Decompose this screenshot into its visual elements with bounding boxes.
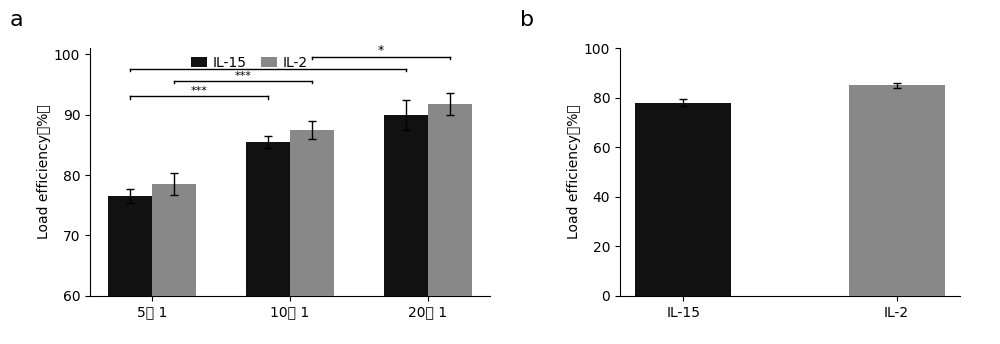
Text: a: a xyxy=(10,10,24,30)
Bar xyxy=(290,130,334,344)
Legend: IL-15, IL-2: IL-15, IL-2 xyxy=(185,50,314,75)
Bar xyxy=(849,85,945,296)
Bar xyxy=(152,184,196,344)
Bar xyxy=(384,115,428,344)
Text: *: * xyxy=(378,44,384,57)
Y-axis label: Load efficiency（%）: Load efficiency（%） xyxy=(567,105,581,239)
Bar xyxy=(108,196,152,344)
Text: ***: *** xyxy=(235,71,252,81)
Text: *: * xyxy=(265,56,271,69)
Text: b: b xyxy=(520,10,534,30)
Text: ***: *** xyxy=(191,86,208,96)
Y-axis label: Load efficiency（%）: Load efficiency（%） xyxy=(37,105,51,239)
Bar xyxy=(635,103,731,296)
Bar xyxy=(246,142,290,344)
Bar xyxy=(428,104,472,344)
